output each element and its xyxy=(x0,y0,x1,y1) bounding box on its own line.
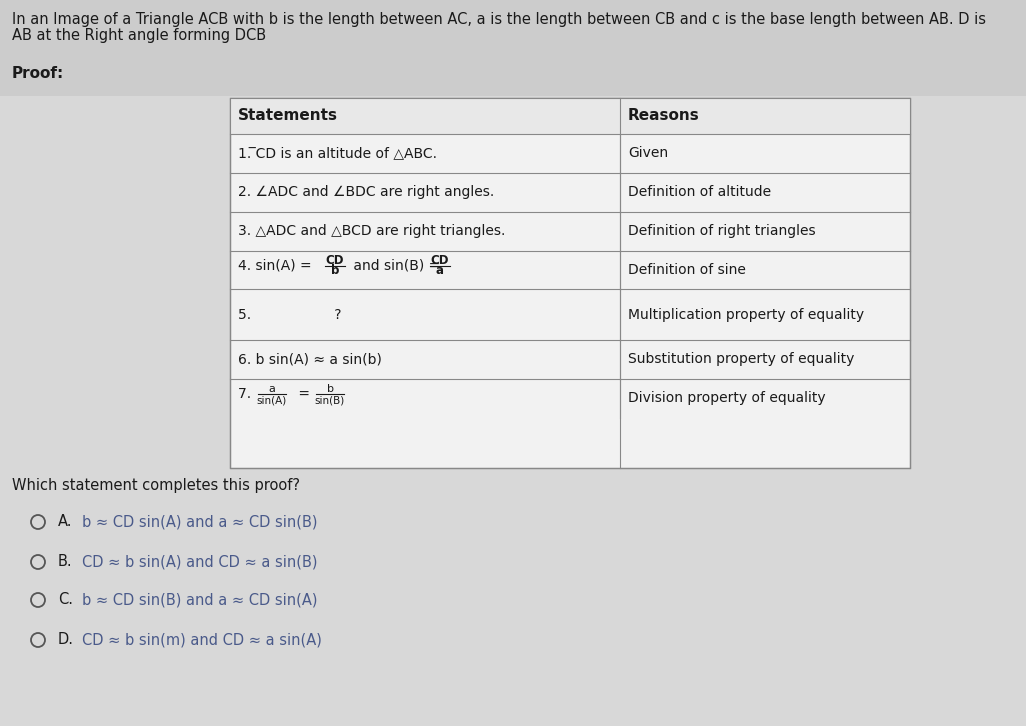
Text: and sin(B) =: and sin(B) = xyxy=(349,259,444,273)
Text: In an Image of a Triangle ACB with b is the length between AC, a is the length b: In an Image of a Triangle ACB with b is … xyxy=(12,12,986,27)
Text: 2. ∠ADC and ∠BDC are right angles.: 2. ∠ADC and ∠BDC are right angles. xyxy=(238,185,495,199)
Text: Proof:: Proof: xyxy=(12,66,65,81)
Bar xyxy=(230,98,910,468)
Text: b ≈ CD sin(A) and a ≈ CD sin(B): b ≈ CD sin(A) and a ≈ CD sin(B) xyxy=(82,515,317,529)
Text: CD ≈ b sin(m) and CD ≈ a sin(A): CD ≈ b sin(m) and CD ≈ a sin(A) xyxy=(82,632,322,648)
Text: A.: A. xyxy=(58,515,73,529)
Text: b: b xyxy=(326,384,333,394)
Text: CD: CD xyxy=(325,254,345,267)
Text: AB at the Right angle forming DCB: AB at the Right angle forming DCB xyxy=(12,28,266,43)
Text: Definition of right triangles: Definition of right triangles xyxy=(628,224,816,238)
Text: Which statement completes this proof?: Which statement completes this proof? xyxy=(12,478,300,493)
Text: 4. sin(A) =: 4. sin(A) = xyxy=(238,259,316,273)
Text: a: a xyxy=(269,384,275,394)
Text: 3. △ADC and △BCD are right triangles.: 3. △ADC and △BCD are right triangles. xyxy=(238,224,506,238)
Text: Definition of altitude: Definition of altitude xyxy=(628,185,772,199)
Text: sin(A): sin(A) xyxy=(256,395,287,405)
Text: Division property of equality: Division property of equality xyxy=(628,391,826,405)
Text: Statements: Statements xyxy=(238,108,338,123)
Text: 7.: 7. xyxy=(238,387,260,401)
Text: D.: D. xyxy=(58,632,74,648)
Text: Definition of sine: Definition of sine xyxy=(628,263,746,277)
Text: C.: C. xyxy=(58,592,73,608)
Text: 1. ̅CD is an altitude of △ABC.: 1. ̅CD is an altitude of △ABC. xyxy=(238,147,437,160)
Bar xyxy=(230,98,910,134)
Text: B.: B. xyxy=(58,555,73,569)
Text: Given: Given xyxy=(628,147,668,160)
Text: sin(B): sin(B) xyxy=(315,395,345,405)
Text: 6. b sin(A) ≈ a sin(b): 6. b sin(A) ≈ a sin(b) xyxy=(238,352,382,366)
Text: CD ≈ b sin(A) and CD ≈ a sin(B): CD ≈ b sin(A) and CD ≈ a sin(B) xyxy=(82,555,317,569)
Text: Substitution property of equality: Substitution property of equality xyxy=(628,352,855,366)
Text: =: = xyxy=(294,387,314,401)
Text: CD: CD xyxy=(431,254,449,267)
Text: b ≈ CD sin(B) and a ≈ CD sin(A): b ≈ CD sin(B) and a ≈ CD sin(A) xyxy=(82,592,317,608)
Text: b: b xyxy=(330,264,340,277)
Text: Reasons: Reasons xyxy=(628,108,700,123)
Text: a: a xyxy=(436,264,444,277)
Bar xyxy=(0,0,1026,96)
Text: 5.                   ?: 5. ? xyxy=(238,308,342,322)
Text: Multiplication property of equality: Multiplication property of equality xyxy=(628,308,864,322)
